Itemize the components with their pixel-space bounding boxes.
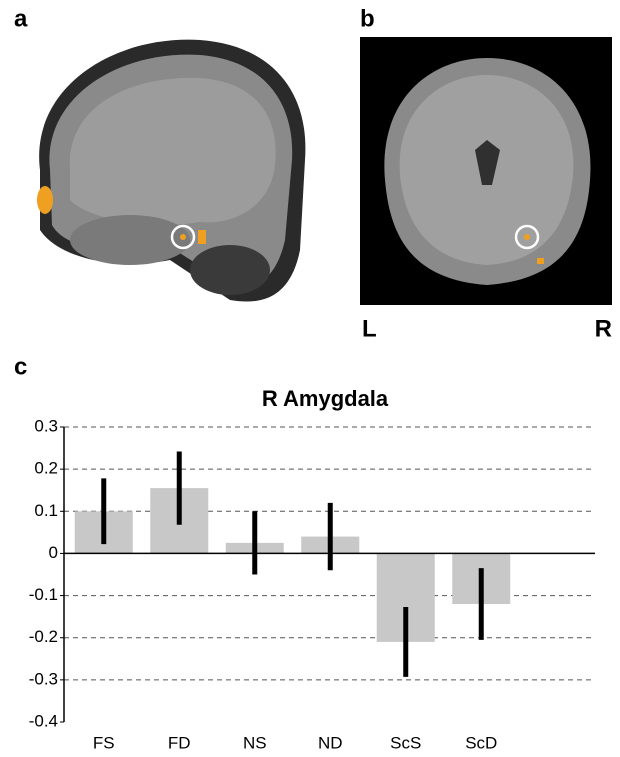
panel-label: c bbox=[14, 353, 27, 380]
x-tick-label: ScD bbox=[465, 733, 497, 752]
y-tick-label: -0.4 bbox=[29, 711, 58, 730]
panel-label: b bbox=[360, 5, 375, 32]
y-tick-label: -0.2 bbox=[29, 627, 58, 646]
orientation-label: L bbox=[362, 315, 377, 342]
x-tick-label: ScS bbox=[390, 733, 421, 752]
orientation-label: R bbox=[595, 315, 612, 342]
sagittal-brain-image bbox=[37, 39, 306, 302]
y-tick-label: 0 bbox=[49, 543, 58, 562]
y-tick-label: 0.1 bbox=[34, 501, 58, 520]
y-tick-label: 0.3 bbox=[34, 416, 58, 435]
coronal-brain-image bbox=[360, 37, 612, 305]
y-tick-label: 0.2 bbox=[34, 459, 58, 478]
x-tick-label: FD bbox=[168, 733, 191, 752]
y-tick-label: -0.1 bbox=[29, 585, 58, 604]
y-tick-label: -0.3 bbox=[29, 669, 58, 688]
chart-title: R Amygdala bbox=[262, 386, 389, 411]
x-tick-label: NS bbox=[243, 733, 267, 752]
x-tick-label: ND bbox=[318, 733, 343, 752]
x-tick-label: FS bbox=[93, 733, 115, 752]
panel-label: a bbox=[14, 5, 28, 32]
